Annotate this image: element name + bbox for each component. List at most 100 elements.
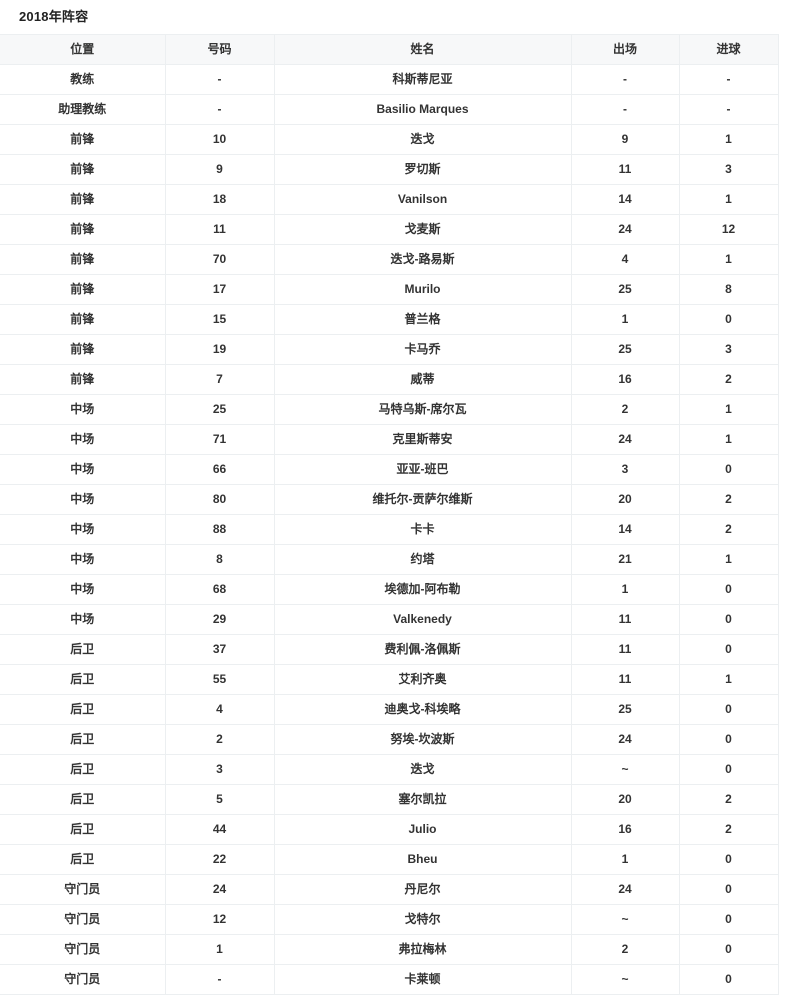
cell-apps: 1: [571, 844, 680, 875]
cell-number: 1: [165, 934, 275, 965]
cell-position: 前锋: [0, 364, 166, 395]
cell-name: 卡卡: [274, 514, 572, 545]
cell-apps: 14: [571, 184, 680, 215]
cell-apps: 25: [571, 334, 680, 365]
table-row[interactable]: 后卫 37 费利佩-洛佩斯 11 0: [0, 634, 779, 665]
cell-apps: 20: [571, 784, 680, 815]
table-row[interactable]: 守门员 24 丹尼尔 24 0: [0, 874, 779, 905]
cell-position: 中场: [0, 604, 166, 635]
cell-position: 前锋: [0, 304, 166, 335]
column-header-name[interactable]: 姓名: [274, 34, 572, 65]
table-row[interactable]: 前锋 9 罗切斯 11 3: [0, 154, 779, 185]
cell-position: 前锋: [0, 214, 166, 245]
table-row[interactable]: 前锋 11 戈麦斯 24 12: [0, 214, 779, 245]
cell-apps: 11: [571, 634, 680, 665]
cell-number: 19: [165, 334, 275, 365]
table-row[interactable]: 中场 66 亚亚-班巴 3 0: [0, 454, 779, 485]
table-row[interactable]: 中场 71 克里斯蒂安 24 1: [0, 424, 779, 455]
table-row[interactable]: 守门员 - 卡莱顿 ~0: [0, 964, 779, 995]
cell-goals: 8: [679, 274, 779, 305]
cell-position: 守门员: [0, 934, 166, 965]
cell-goals: 0: [679, 574, 779, 605]
cell-position: 中场: [0, 544, 166, 575]
cell-apps: 25: [571, 694, 680, 725]
cell-name: 迭戈-路易斯: [274, 244, 572, 275]
cell-goals: 1: [679, 184, 779, 215]
cell-position: 后卫: [0, 664, 166, 695]
table-header-row: 位置 号码 姓名 出场 进球: [0, 34, 779, 65]
cell-goals: 2: [679, 484, 779, 515]
cell-apps: 16: [571, 814, 680, 845]
cell-goals: 0: [679, 874, 779, 905]
table-row[interactable]: 后卫 4 迪奥戈-科埃略 25 0: [0, 694, 779, 725]
cell-goals: 0: [679, 634, 779, 665]
cell-number: 29: [165, 604, 275, 635]
table-row[interactable]: 前锋 10 迭戈 9 1: [0, 124, 779, 155]
cell-goals: -: [679, 94, 779, 125]
bottom-divider: [0, 994, 778, 995]
cell-name: 迭戈: [274, 124, 572, 155]
table-row[interactable]: 前锋 70 迭戈-路易斯 4 1: [0, 244, 779, 275]
table-row[interactable]: 中场 8 约塔 21 1: [0, 544, 779, 575]
column-header-number[interactable]: 号码: [165, 34, 275, 65]
table-row[interactable]: 中场 68 埃德加-阿布勒 1 0: [0, 574, 779, 605]
table-row[interactable]: 中场 25 马特乌斯-席尔瓦 2 1: [0, 394, 779, 425]
table-row[interactable]: 后卫 55 艾利齐奥 11 1: [0, 664, 779, 695]
column-header-position[interactable]: 位置: [0, 34, 166, 65]
cell-goals: 1: [679, 244, 779, 275]
cell-number: 22: [165, 844, 275, 875]
cell-position: 中场: [0, 514, 166, 545]
cell-number: 24: [165, 874, 275, 905]
table-row[interactable]: 后卫 2 努埃-坎波斯 24 0: [0, 724, 779, 755]
table-row[interactable]: 中场 88 卡卡 14 2: [0, 514, 779, 545]
cell-position: 后卫: [0, 844, 166, 875]
cell-name: 努埃-坎波斯: [274, 724, 572, 755]
table-row[interactable]: 后卫 44 Julio 16 2: [0, 814, 779, 845]
column-header-apps[interactable]: 出场: [571, 34, 680, 65]
table-row[interactable]: 前锋 18 Vanilson 14 1: [0, 184, 779, 215]
cell-goals: 3: [679, 334, 779, 365]
table-row[interactable]: 中场 29 Valkenedy 11 0: [0, 604, 779, 635]
cell-apps: 21: [571, 544, 680, 575]
cell-position: 守门员: [0, 964, 166, 995]
table-row[interactable]: 守门员 1 弗拉梅林 2 0: [0, 934, 779, 965]
cell-name: 艾利齐奥: [274, 664, 572, 695]
cell-position: 前锋: [0, 124, 166, 155]
table-row[interactable]: 后卫 3 迭戈 ~0: [0, 754, 779, 785]
table-row[interactable]: 后卫 22 Bheu 1 0: [0, 844, 779, 875]
table-row[interactable]: 教练 - 科斯蒂尼亚 - -: [0, 64, 779, 95]
cell-goals: 2: [679, 514, 779, 545]
table-row[interactable]: 前锋 15 普兰格 1 0: [0, 304, 779, 335]
cell-goals: 2: [679, 814, 779, 845]
cell-position: 中场: [0, 424, 166, 455]
table-row[interactable]: 中场 80 维托尔-贡萨尔维斯 20 2: [0, 484, 779, 515]
table-row[interactable]: 后卫 5 塞尔凯拉 20 2: [0, 784, 779, 815]
cell-number: 17: [165, 274, 275, 305]
cell-apps: ~: [571, 754, 680, 785]
cell-number: 4: [165, 694, 275, 725]
cell-number: 10: [165, 124, 275, 155]
cell-name: 塞尔凯拉: [274, 784, 572, 815]
cell-name: 马特乌斯-席尔瓦: [274, 394, 572, 425]
cell-goals: 1: [679, 664, 779, 695]
cell-goals: 0: [679, 304, 779, 335]
cell-name: 费利佩-洛佩斯: [274, 634, 572, 665]
cell-goals: 0: [679, 724, 779, 755]
cell-goals: 0: [679, 934, 779, 965]
cell-apps: -: [571, 64, 680, 95]
cell-number: 37: [165, 634, 275, 665]
cell-name: 迪奥戈-科埃略: [274, 694, 572, 725]
cell-number: 18: [165, 184, 275, 215]
cell-apps: 25: [571, 274, 680, 305]
table-row[interactable]: 前锋 17 Murilo 25 8: [0, 274, 779, 305]
table-row[interactable]: 前锋 19 卡马乔 25 3: [0, 334, 779, 365]
cell-goals: 1: [679, 424, 779, 455]
table-row[interactable]: 守门员 12 戈特尔 ~0: [0, 904, 779, 935]
cell-name: 克里斯蒂安: [274, 424, 572, 455]
cell-number: 70: [165, 244, 275, 275]
column-header-goals[interactable]: 进球: [679, 34, 779, 65]
table-row[interactable]: 助理教练 - Basilio Marques - -: [0, 94, 779, 125]
cell-position: 后卫: [0, 814, 166, 845]
table-row[interactable]: 前锋 7 威蒂 16 2: [0, 364, 779, 395]
